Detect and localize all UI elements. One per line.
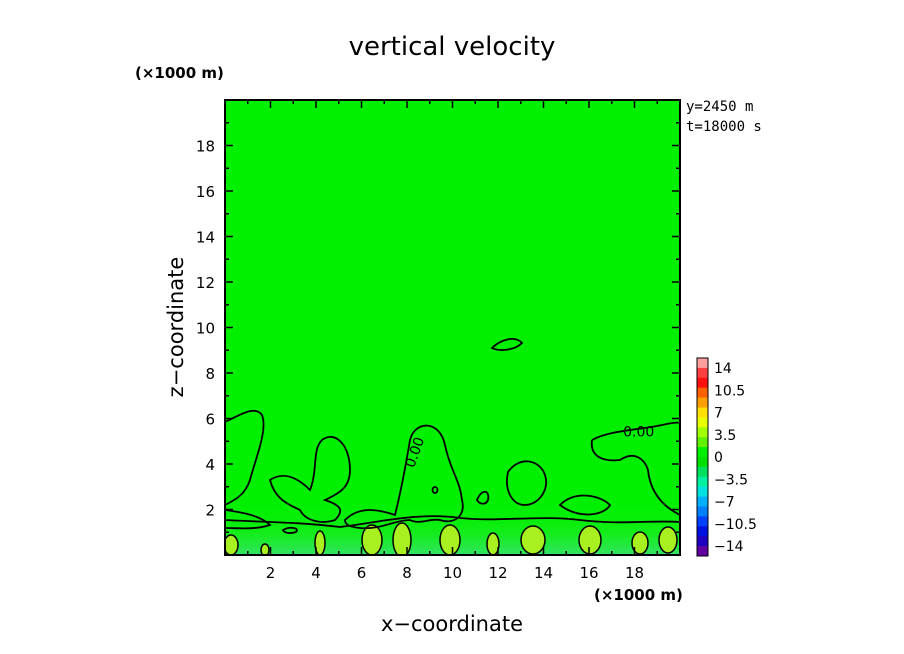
colorbar-swatch xyxy=(697,546,708,557)
y-tick-label: 18 xyxy=(196,138,215,156)
y-tick-label: 4 xyxy=(205,456,215,474)
x-tick-label: 18 xyxy=(625,564,644,582)
x-tick-label: 16 xyxy=(579,564,598,582)
colorbar-swatch xyxy=(697,496,708,507)
x-unit-label: (×1000 m) xyxy=(594,586,683,604)
colorbar-swatch xyxy=(697,417,708,428)
colorbar-label: 10.5 xyxy=(714,383,745,399)
colorbar-swatch xyxy=(697,367,708,379)
y-tick-label: 2 xyxy=(205,502,215,520)
colorbar-label: −7 xyxy=(714,495,735,511)
info-y-position: y=2450 m xyxy=(686,99,753,115)
y-tick-label: 8 xyxy=(205,365,215,383)
contour-line xyxy=(431,486,439,494)
colorbar-frame xyxy=(696,357,709,557)
colorbar-swatch xyxy=(697,526,708,537)
updraft-blob xyxy=(578,525,602,555)
updraft-blob xyxy=(520,525,546,555)
x-tick-label: 4 xyxy=(311,564,321,582)
colorbar-swatch xyxy=(697,407,708,418)
x-tick-labels: 2 4 6 8 10 12 14 16 18 xyxy=(266,564,644,582)
y-tick-labels: 2 4 6 8 10 12 14 16 18 xyxy=(196,138,215,520)
colorbar-swatch xyxy=(697,377,708,388)
updraft-blob xyxy=(314,530,326,555)
y-axis-label: z−coordinate xyxy=(164,257,188,398)
contour-line xyxy=(225,409,265,506)
x-tick-label: 12 xyxy=(488,564,507,582)
contour-line xyxy=(506,460,548,506)
contour-line xyxy=(558,494,612,516)
x-tick-label: 14 xyxy=(534,564,553,582)
x-tick-label: 8 xyxy=(402,564,412,582)
info-time: t=18000 s xyxy=(686,119,762,135)
contour-line xyxy=(490,338,524,351)
x-tick-label: 10 xyxy=(443,564,462,582)
colorbar-label: 0 xyxy=(714,450,723,466)
colorbar-swatch xyxy=(697,486,708,497)
contour-line xyxy=(268,436,351,523)
colorbar-swatch xyxy=(697,437,708,448)
y-tick-label: 10 xyxy=(196,320,215,338)
colorbar-swatch xyxy=(697,427,708,438)
x-tick-label: 6 xyxy=(357,564,367,582)
contour-line xyxy=(225,509,272,530)
colorbar-swatch xyxy=(697,516,708,527)
colorbar-swatch xyxy=(697,466,708,478)
velocity-field: 0.000.00 xyxy=(225,100,680,555)
updraft-blob xyxy=(361,524,383,555)
contour-label: 0.00 xyxy=(623,425,654,441)
chart-title: vertical velocity xyxy=(349,32,556,62)
updraft-blob xyxy=(658,526,678,554)
colorbar-label: 7 xyxy=(714,406,723,422)
updraft-blob xyxy=(225,534,239,555)
contour-line xyxy=(225,515,680,528)
y-tick-label: 12 xyxy=(196,274,215,292)
y-tick-label: 14 xyxy=(196,229,215,247)
colorbar-label: 14 xyxy=(714,361,732,377)
y-tick-label: 16 xyxy=(196,183,215,201)
contour-line xyxy=(475,490,490,505)
colorbar-swatch xyxy=(697,457,708,468)
colorbar-label: −3.5 xyxy=(714,472,748,488)
colorbar-label: 3.5 xyxy=(714,428,736,444)
updraft-blob xyxy=(392,522,412,555)
y-unit-label: (×1000 m) xyxy=(135,64,224,82)
axis-ticks xyxy=(225,100,680,555)
x-axis-label: x−coordinate xyxy=(381,612,523,636)
x-tick-label: 2 xyxy=(266,564,276,582)
colorbar-swatch xyxy=(697,387,708,398)
colorbar-swatch xyxy=(697,506,708,517)
colorbar-swatch xyxy=(697,536,708,547)
colorbar: 14 10.5 7 3.5 0 −3.5 −7 −10.5 −14 xyxy=(696,357,757,557)
field-background xyxy=(225,100,680,555)
colorbar-swatch xyxy=(697,397,708,408)
colorbar-label: −10.5 xyxy=(714,517,757,533)
colorbar-swatch xyxy=(697,476,708,487)
y-tick-label: 6 xyxy=(205,411,215,429)
zero-contours xyxy=(225,338,680,534)
colorbar-label: −14 xyxy=(714,539,744,555)
contour-line xyxy=(281,526,298,534)
colorbar-swatch xyxy=(697,358,708,369)
contour-line xyxy=(344,424,464,530)
updraft-blob xyxy=(439,524,461,555)
colorbar-swatch xyxy=(697,447,708,458)
updraft-blob xyxy=(486,532,500,555)
updraft-blob xyxy=(260,543,270,555)
updraft-blobs xyxy=(225,522,678,555)
contour-line xyxy=(590,421,680,516)
